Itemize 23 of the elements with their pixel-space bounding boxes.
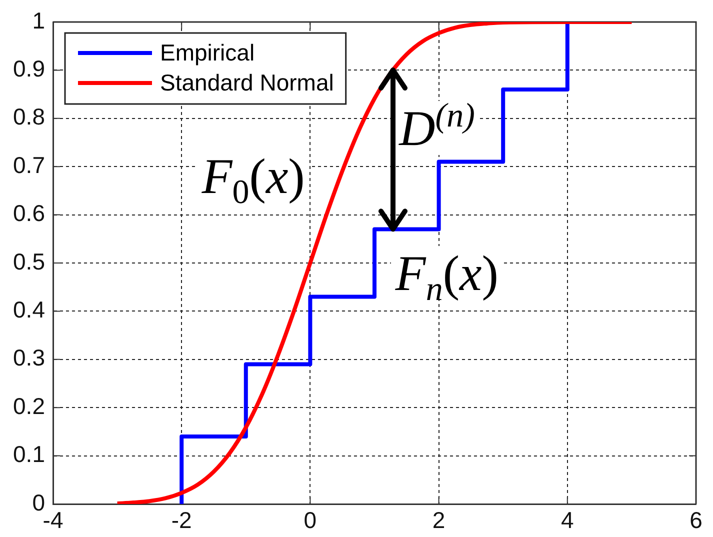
annotation: D$^{(n)}$ <box>399 97 475 156</box>
y-tick-label: 0.8 <box>13 104 45 130</box>
y-tick-label: 0.9 <box>13 56 45 82</box>
x-tick-label: 2 <box>432 507 446 534</box>
y-tick-label: 0.7 <box>13 152 45 178</box>
y-tick-label: 0.2 <box>13 392 45 419</box>
x-tick-label: -2 <box>171 507 192 534</box>
x-tick-label: 4 <box>561 507 574 534</box>
legend-label: Empirical <box>160 39 255 66</box>
y-tick-label: 0.6 <box>13 200 45 226</box>
legend-label: Standard Normal <box>160 69 334 96</box>
line-series <box>115 22 634 504</box>
y-tick-label: 0.1 <box>13 441 45 468</box>
x-tick-label: -4 <box>42 507 64 534</box>
annotation: F$_{n}$(x) <box>394 244 500 308</box>
x-tick-label: 6 <box>690 507 702 534</box>
y-tick-label: 0.3 <box>13 344 45 371</box>
y-tick-label: 1 <box>32 7 45 34</box>
x-tick-label: 0 <box>304 507 317 534</box>
y-tick-label: 0.5 <box>13 248 45 274</box>
y-tick-label: 0.4 <box>13 296 46 323</box>
annotation: F$_{0}$(x) <box>200 148 306 212</box>
y-tick-label: 0 <box>32 489 45 516</box>
